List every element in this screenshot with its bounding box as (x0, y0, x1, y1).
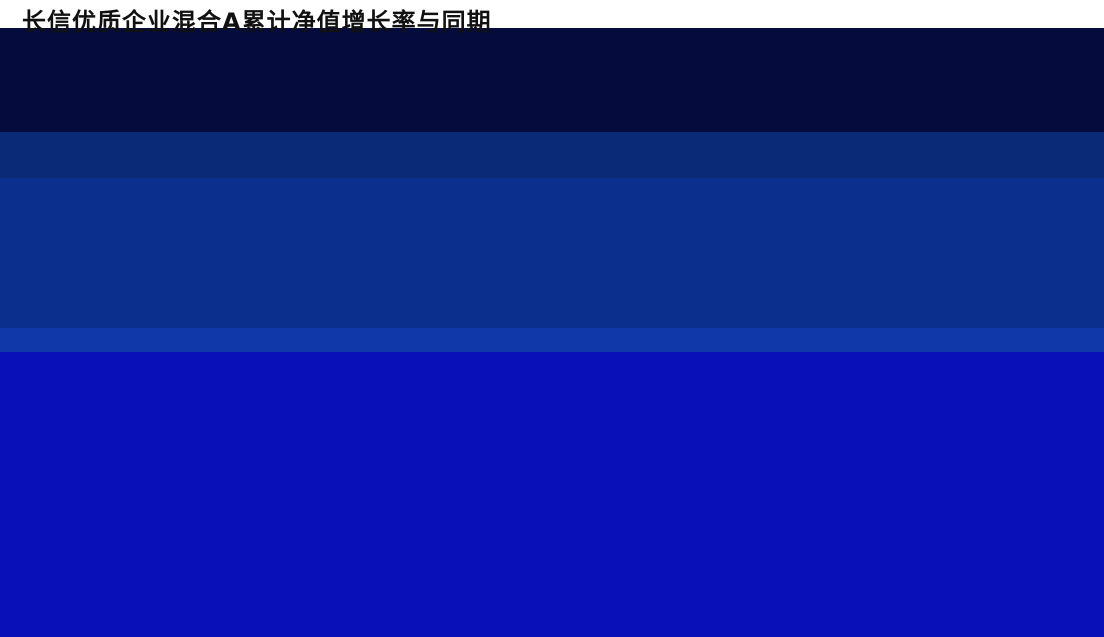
background-band (0, 132, 1104, 178)
background-band (0, 328, 1104, 352)
background-band (0, 352, 1104, 637)
page-title: 长信优质企业混合A累计净值增长率与同期 (22, 8, 492, 36)
background-band (0, 178, 1104, 328)
background-band (0, 28, 1104, 132)
